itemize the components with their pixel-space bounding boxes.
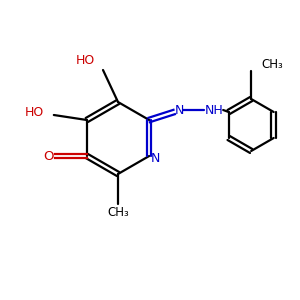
Text: CH₃: CH₃ <box>261 58 283 71</box>
Text: HO: HO <box>75 53 94 67</box>
Text: N: N <box>151 152 160 164</box>
Text: NH: NH <box>205 103 224 116</box>
Text: CH₃: CH₃ <box>107 206 129 220</box>
Text: HO: HO <box>25 106 44 119</box>
Text: N: N <box>175 103 184 116</box>
Text: O: O <box>44 149 54 163</box>
